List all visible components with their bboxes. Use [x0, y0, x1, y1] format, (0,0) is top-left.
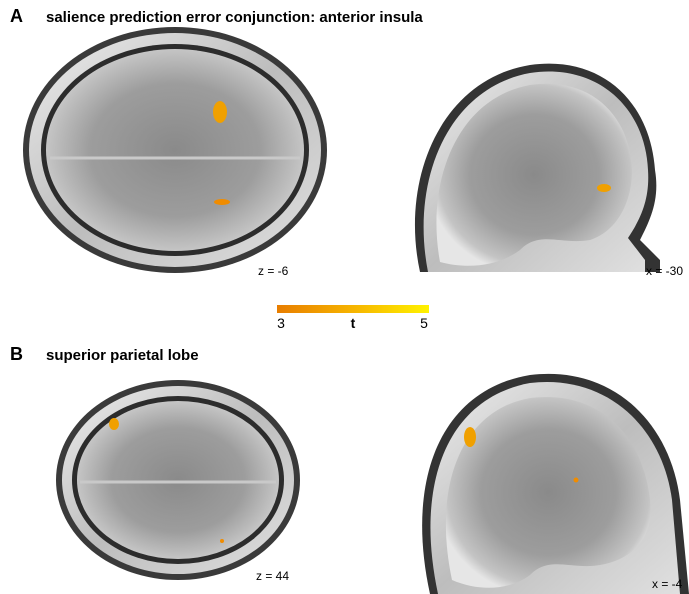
axial-slice [23, 27, 327, 273]
brain [77, 401, 279, 559]
colorbar-label: t [351, 315, 356, 331]
page: {"panels": [ {"letter": "A", "title": "s… [0, 0, 689, 594]
slice-label: x = -4 [652, 577, 683, 591]
colorbar-max: 5 [420, 315, 428, 331]
panel-title: salience prediction error conjunction: a… [46, 9, 423, 26]
slice-label: z = -6 [258, 264, 289, 278]
brain [46, 49, 304, 251]
panel-letter: A [10, 6, 23, 26]
activation [597, 184, 611, 192]
panel-letter: B [10, 344, 23, 364]
colorbar [277, 305, 429, 313]
slice-label: x = -30 [646, 264, 683, 278]
activation [574, 478, 579, 483]
activation [109, 418, 119, 430]
body: A salience prediction error conjunction:… [0, 0, 689, 594]
colorbar-min: 3 [277, 315, 285, 331]
axial-slice [56, 380, 300, 580]
panel-title: superior parietal lobe [46, 347, 199, 364]
sagittal-slice [422, 374, 689, 594]
sagittal-slice [415, 64, 660, 272]
activation [213, 101, 227, 123]
slice-label: z = 44 [256, 569, 289, 583]
activation [220, 539, 224, 543]
activation [464, 427, 476, 447]
activation [214, 199, 230, 205]
figure: A salience prediction error conjunction:… [0, 0, 689, 594]
